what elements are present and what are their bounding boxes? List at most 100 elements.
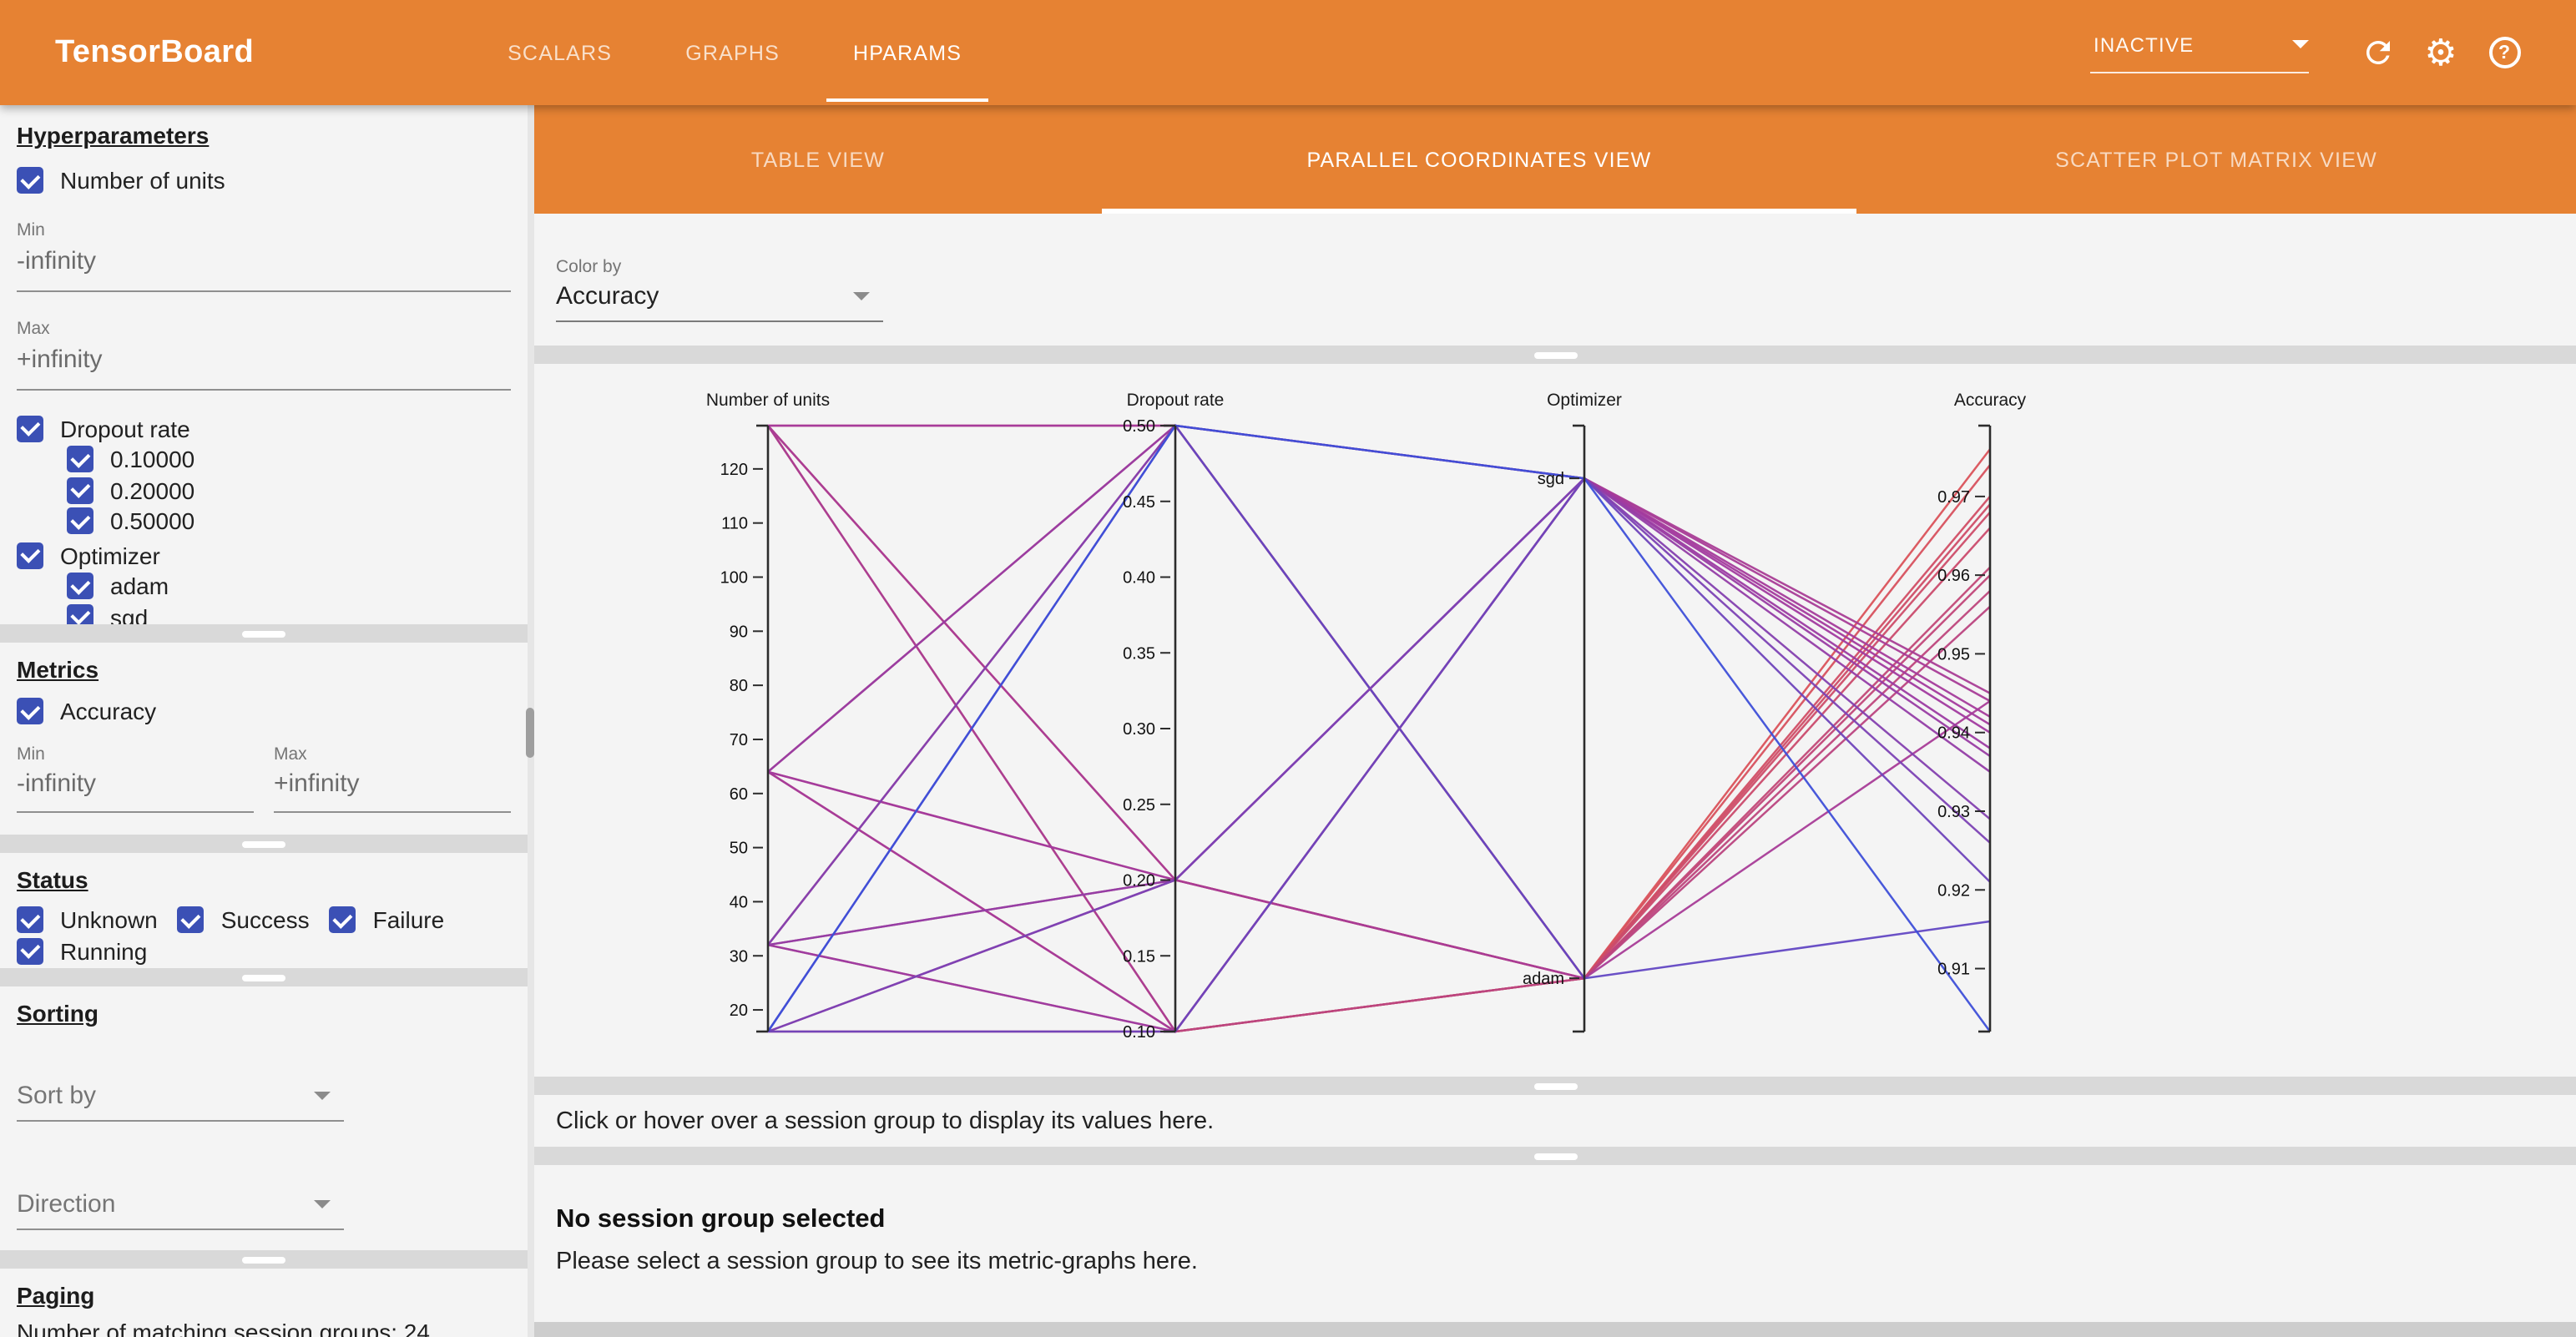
axis-tick-label: 0.97 xyxy=(1937,488,1970,507)
checkbox-checked-icon[interactable] xyxy=(17,415,43,442)
session-group-line[interactable] xyxy=(767,699,1991,1033)
max-input[interactable]: +infinity xyxy=(274,767,511,812)
axis-title: Dropout rate xyxy=(1127,391,1225,410)
session-group-line[interactable] xyxy=(766,424,1992,1032)
toolbar-tab-scalars[interactable]: SCALARS xyxy=(508,41,613,64)
sidebar-section-divider[interactable] xyxy=(0,624,528,643)
checkbox-checked-icon[interactable] xyxy=(17,906,43,934)
toolbar-tab-graphs[interactable]: GRAPHS xyxy=(685,41,780,64)
axis-tick-label: 0.35 xyxy=(1123,644,1155,663)
hparam-dropout-rate-row[interactable]: Dropout rate xyxy=(17,413,511,444)
help-icon[interactable]: ? xyxy=(2472,21,2536,84)
optimizer-value-sgd[interactable]: sgd xyxy=(67,602,511,624)
reload-status-dropdown[interactable]: INACTIVE xyxy=(2090,33,2309,73)
optimizer-values-list: adam sgd xyxy=(17,571,511,624)
axis-accuracy[interactable]: Accuracy 0.97 0.96 0.95 0.94 0.93 0.92 0.91 xyxy=(1937,391,2027,1033)
status-option-running[interactable]: Running xyxy=(17,936,147,966)
refresh-icon[interactable] xyxy=(2346,21,2409,84)
checkbox-checked-icon[interactable] xyxy=(67,603,93,624)
status-options: Unknown Success Failure Running xyxy=(17,905,511,966)
chevron-down-icon xyxy=(2292,40,2309,48)
parallel-coordinates-chart[interactable]: Number of units 120 110 100 90 80 70 60 50 40 30 20… xyxy=(534,364,2576,1077)
chevron-down-icon xyxy=(853,292,870,300)
session-group-line[interactable] xyxy=(768,477,1991,1033)
max-input[interactable]: +infinity xyxy=(17,343,511,390)
view-tab-table-view[interactable]: TABLE VIEW xyxy=(750,148,886,171)
bottom-strip xyxy=(534,1322,2576,1337)
hyperparameters-heading: Hyperparameters xyxy=(17,122,210,149)
panel-divider[interactable] xyxy=(534,1077,2576,1095)
hparam-number-of-units-row[interactable]: Number of units xyxy=(17,165,511,196)
checkbox-checked-icon[interactable] xyxy=(67,507,93,535)
sidebar-section-divider[interactable] xyxy=(0,835,528,853)
session-group-line[interactable] xyxy=(767,511,1991,980)
session-group-line[interactable] xyxy=(767,574,1991,980)
metric-label: Accuracy xyxy=(60,698,157,725)
reload-status-value: INACTIVE xyxy=(2094,33,2195,56)
axis-units[interactable]: Number of units 120 110 100 90 80 70 60 50 40 30 20 xyxy=(706,391,830,1033)
session-group-line[interactable] xyxy=(767,503,1991,1033)
sidebar-resize-strip[interactable] xyxy=(526,105,534,1337)
sidebar: Hyperparameters Number of units Min -inf… xyxy=(0,105,528,1337)
view-tab-parallel-coordinates-view[interactable]: PARALLEL COORDINATES VIEW xyxy=(1102,105,1856,214)
gear-icon[interactable]: ⚙ xyxy=(2409,21,2472,84)
direction-dropdown[interactable]: Direction xyxy=(17,1190,344,1230)
session-group-line[interactable] xyxy=(767,527,1991,1033)
dropout-value-0.10000[interactable]: 0.10000 xyxy=(67,444,511,475)
status-option-unknown[interactable]: Unknown xyxy=(17,905,158,936)
checkbox-checked-icon[interactable] xyxy=(67,446,93,473)
toolbar-tab-hparams[interactable]: HPARAMS xyxy=(816,0,998,105)
sort-by-dropdown[interactable]: Sort by xyxy=(17,1082,344,1122)
checkbox-label: Running xyxy=(60,937,148,965)
sidebar-section-divider[interactable] xyxy=(0,1250,528,1269)
hparam-label: Number of units xyxy=(60,167,225,194)
hparam-optimizer-row[interactable]: Optimizer xyxy=(17,540,511,571)
axis-optimizer[interactable]: Optimizer sgd adam xyxy=(1523,391,1622,1033)
axis-dropout[interactable]: Dropout rate 0.50 0.45 0.40 0.35 0.30 0.25 0.20… xyxy=(1123,391,1224,1042)
checkbox-checked-icon[interactable] xyxy=(17,542,43,569)
checkbox-checked-icon[interactable] xyxy=(17,698,43,725)
checkbox-checked-icon[interactable] xyxy=(67,477,93,504)
panel-divider[interactable] xyxy=(534,1147,2576,1165)
no-session-selected-title: No session group selected xyxy=(556,1205,886,1234)
session-group-line[interactable] xyxy=(766,425,1991,1033)
color-by-dropdown[interactable]: Accuracy xyxy=(556,277,883,322)
axis-tick-label: 90 xyxy=(730,623,748,641)
session-group-line[interactable] xyxy=(766,425,1991,1034)
session-group-line[interactable] xyxy=(766,423,1991,1032)
dropout-value-0.20000[interactable]: 0.20000 xyxy=(67,475,511,506)
optimizer-value-adam[interactable]: adam xyxy=(67,571,511,602)
axis-title: Accuracy xyxy=(1954,391,2027,410)
dropout-value-0.50000[interactable]: 0.50000 xyxy=(67,506,511,537)
checkbox-checked-icon[interactable] xyxy=(67,573,93,600)
checkbox-label: Failure xyxy=(372,906,445,934)
view-tab-scatter-plot-matrix-view[interactable]: SCATTER PLOT MATRIX VIEW xyxy=(2055,148,2377,171)
checkbox-checked-icon[interactable] xyxy=(17,167,43,194)
min-input[interactable]: -infinity xyxy=(17,245,511,291)
sidebar-section-divider[interactable] xyxy=(0,968,528,986)
checkbox-checked-icon[interactable] xyxy=(177,906,205,934)
checkbox-checked-icon[interactable] xyxy=(17,937,43,965)
direction-value: Direction xyxy=(17,1190,116,1218)
min-label: Min xyxy=(17,219,45,240)
drag-handle-icon xyxy=(1533,351,1577,358)
panel-divider[interactable] xyxy=(534,346,2576,364)
metric-accuracy-row[interactable]: Accuracy xyxy=(17,696,511,727)
session-group-line[interactable] xyxy=(768,605,1991,1033)
axis-tick-label: 0.92 xyxy=(1937,881,1970,900)
axis-tick-label: 0.40 xyxy=(1123,569,1155,588)
session-group-line[interactable] xyxy=(767,477,1991,1033)
sidebar-resize-handle-icon[interactable] xyxy=(526,708,534,758)
session-group-line[interactable] xyxy=(767,424,1991,946)
paging-heading: Paging xyxy=(17,1282,95,1309)
parallel-coordinates-card: Number of units 120 110 100 90 80 70 60 50 40 30 20… xyxy=(534,364,2576,1077)
status-heading: Status xyxy=(17,866,88,893)
session-group-line[interactable] xyxy=(767,425,1991,882)
status-option-failure[interactable]: Failure xyxy=(329,905,445,936)
sorting-heading: Sorting xyxy=(17,1000,98,1027)
min-input[interactable]: -infinity xyxy=(17,767,254,812)
checkbox-checked-icon[interactable] xyxy=(329,906,356,934)
color-by-card: Color by Accuracy xyxy=(534,214,2576,346)
max-label: Max xyxy=(17,318,50,338)
status-option-success[interactable]: Success xyxy=(177,905,310,936)
